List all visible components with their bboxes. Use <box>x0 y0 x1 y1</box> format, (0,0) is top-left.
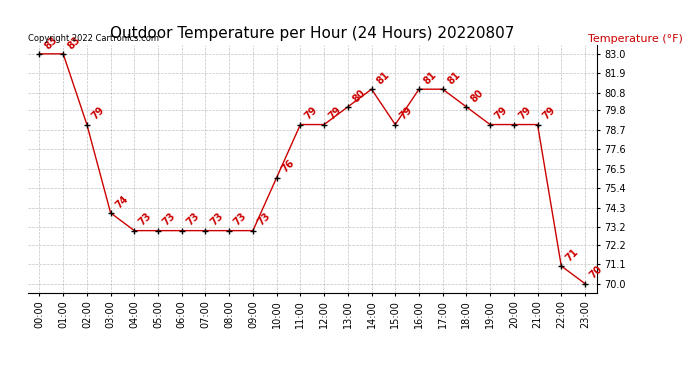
Point <box>532 122 543 128</box>
Text: 73: 73 <box>161 211 177 228</box>
Text: 73: 73 <box>256 211 273 228</box>
Point <box>152 228 164 234</box>
Text: 73: 73 <box>232 211 248 228</box>
Text: 83: 83 <box>66 34 83 51</box>
Point <box>461 104 472 110</box>
Text: 79: 79 <box>90 105 106 122</box>
Text: 79: 79 <box>493 105 509 122</box>
Text: 83: 83 <box>42 34 59 51</box>
Point <box>105 210 116 216</box>
Point <box>224 228 235 234</box>
Point <box>484 122 495 128</box>
Text: 70: 70 <box>588 264 604 281</box>
Text: 73: 73 <box>184 211 201 228</box>
Point <box>366 86 377 92</box>
Text: 80: 80 <box>469 87 486 104</box>
Text: 81: 81 <box>422 70 438 86</box>
Point <box>390 122 401 128</box>
Point <box>580 280 591 286</box>
Point <box>319 122 330 128</box>
Point <box>200 228 211 234</box>
Point <box>58 51 69 57</box>
Point <box>295 122 306 128</box>
Text: 79: 79 <box>540 105 557 122</box>
Text: 80: 80 <box>351 87 367 104</box>
Text: 71: 71 <box>564 247 581 263</box>
Text: 73: 73 <box>137 211 154 228</box>
Text: 74: 74 <box>113 194 130 210</box>
Text: 79: 79 <box>517 105 533 122</box>
Point <box>271 175 282 181</box>
Point <box>248 228 259 234</box>
Text: 79: 79 <box>327 105 344 122</box>
Text: 73: 73 <box>208 211 225 228</box>
Text: Copyright 2022 Cartronics.com: Copyright 2022 Cartronics.com <box>28 34 159 43</box>
Point <box>81 122 92 128</box>
Text: 81: 81 <box>446 70 462 86</box>
Point <box>176 228 187 234</box>
Point <box>437 86 448 92</box>
Point <box>509 122 520 128</box>
Point <box>129 228 140 234</box>
Text: Temperature (°F): Temperature (°F) <box>588 34 683 44</box>
Title: Outdoor Temperature per Hour (24 Hours) 20220807: Outdoor Temperature per Hour (24 Hours) … <box>110 26 515 41</box>
Point <box>342 104 353 110</box>
Text: 81: 81 <box>374 70 391 86</box>
Text: 79: 79 <box>398 105 415 122</box>
Text: 79: 79 <box>303 105 319 122</box>
Point <box>413 86 424 92</box>
Point <box>555 263 566 269</box>
Text: 76: 76 <box>279 158 296 175</box>
Point <box>34 51 45 57</box>
